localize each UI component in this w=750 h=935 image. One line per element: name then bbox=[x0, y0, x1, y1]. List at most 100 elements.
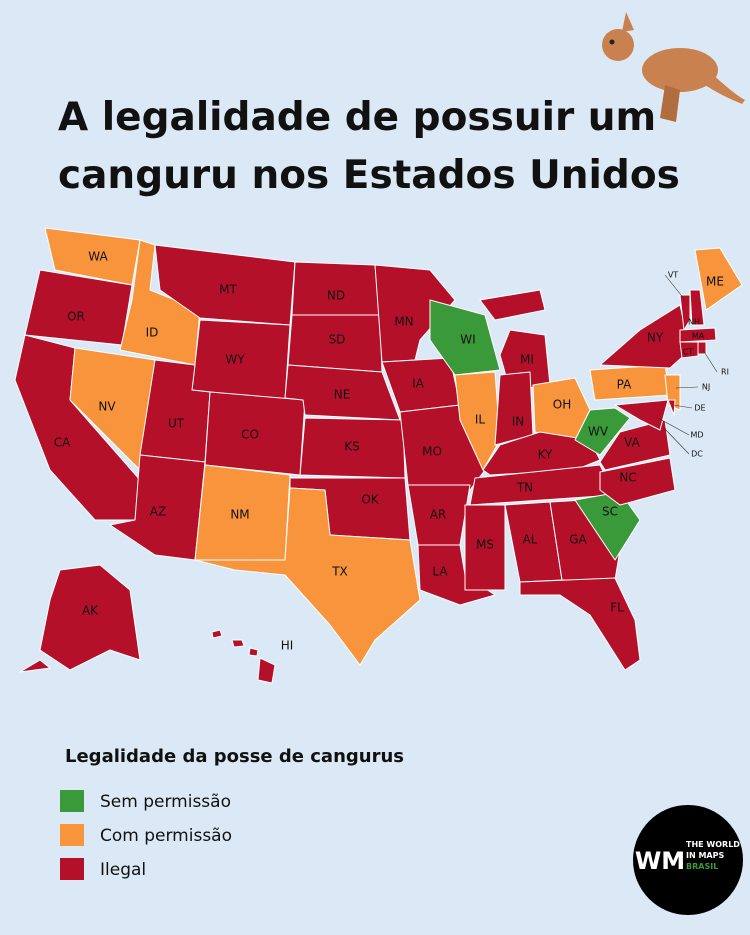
leader-line bbox=[675, 386, 699, 389]
state-shape bbox=[194, 487, 421, 666]
legend-swatch bbox=[60, 824, 84, 846]
state-label: WY bbox=[225, 353, 245, 367]
state-shape bbox=[39, 564, 141, 671]
state-label: SD bbox=[329, 333, 346, 347]
legend-swatch bbox=[60, 858, 84, 880]
state-label: AZ bbox=[150, 505, 166, 519]
logo-text: THE WORLD bbox=[686, 840, 740, 849]
state-shape bbox=[614, 399, 669, 431]
logo-mark: WM bbox=[635, 847, 685, 875]
state-label: NE bbox=[334, 388, 351, 402]
state-label: AL bbox=[523, 533, 538, 547]
state-label: DC bbox=[691, 450, 703, 459]
state-shape bbox=[464, 504, 506, 591]
leader-line bbox=[657, 417, 690, 436]
state-shape bbox=[257, 657, 276, 684]
state-label: NV bbox=[98, 400, 116, 414]
state-label: OR bbox=[67, 310, 85, 324]
state-label: MT bbox=[219, 283, 237, 297]
state-label: AK bbox=[82, 604, 99, 618]
state-shape bbox=[429, 299, 501, 376]
leader-line bbox=[672, 404, 693, 409]
state-label: MN bbox=[394, 315, 413, 329]
state-shape bbox=[494, 371, 534, 446]
state-label: MO bbox=[422, 445, 442, 459]
state-label: CO bbox=[241, 428, 259, 442]
state-shape bbox=[109, 454, 206, 561]
state-label: KS bbox=[344, 440, 360, 454]
state-label: NH bbox=[688, 318, 700, 327]
state-label: WV bbox=[588, 425, 609, 439]
title-line: A legalidade de possuir um bbox=[58, 95, 656, 140]
state-shape bbox=[697, 341, 707, 355]
state-label: VT bbox=[668, 271, 678, 280]
state-shape bbox=[689, 289, 705, 326]
logo-text: BRASIL bbox=[686, 862, 718, 871]
state-shape bbox=[248, 647, 259, 657]
state-shape bbox=[454, 371, 501, 471]
state-label: SC bbox=[602, 505, 618, 519]
state-label: ID bbox=[146, 326, 159, 340]
state-label: OH bbox=[553, 398, 571, 412]
state-shape bbox=[479, 289, 546, 321]
legend-title: Legalidade da posse de cangurus bbox=[65, 746, 404, 767]
legend-label: Sem permissão bbox=[100, 792, 231, 812]
state-shape bbox=[211, 629, 223, 639]
state-label: UT bbox=[168, 417, 185, 431]
state-label: MS bbox=[476, 538, 494, 552]
state-label: MD bbox=[690, 431, 703, 440]
state-label: MI bbox=[520, 353, 534, 367]
state-label: CT bbox=[683, 348, 694, 357]
state-label: LA bbox=[432, 565, 448, 579]
state-label: WA bbox=[88, 250, 108, 264]
state-label: IL bbox=[475, 413, 486, 427]
state-label: NJ bbox=[702, 383, 710, 392]
state-label: DE bbox=[694, 404, 705, 413]
legend-swatch bbox=[60, 790, 84, 812]
legend: Sem permissão Com permissão Ilegal bbox=[60, 790, 232, 880]
state-shape bbox=[574, 491, 641, 561]
state-shape bbox=[599, 457, 676, 506]
state-label: MA bbox=[692, 332, 705, 341]
state-shape bbox=[679, 294, 691, 331]
state-shape bbox=[284, 364, 401, 421]
state-label: CA bbox=[54, 436, 71, 450]
state-shape bbox=[694, 247, 743, 311]
legend-label: Ilegal bbox=[100, 860, 146, 880]
leader-line bbox=[663, 427, 690, 455]
state-label: NY bbox=[647, 331, 664, 345]
states: WA OR CA NV ID MT WY UT CO AZ NM ND SD NE KS OK TX MN IA MO… bbox=[14, 227, 743, 684]
kangaroo-icon bbox=[602, 12, 745, 122]
state-shape bbox=[231, 639, 245, 648]
state-label: ME bbox=[706, 275, 724, 289]
state-label: PA bbox=[617, 378, 632, 392]
state-shape bbox=[679, 327, 717, 343]
state-label: TX bbox=[331, 565, 348, 579]
state-label: OK bbox=[361, 493, 379, 507]
state-label: IA bbox=[412, 377, 425, 391]
state-label: HI bbox=[281, 639, 294, 653]
state-label: RI bbox=[721, 368, 729, 377]
state-label: KY bbox=[538, 448, 553, 462]
title-line: canguru nos Estados Unidos bbox=[58, 153, 680, 198]
state-shape bbox=[599, 419, 671, 471]
state-label: NM bbox=[230, 508, 249, 522]
state-shape bbox=[519, 577, 641, 671]
state-label: VA bbox=[624, 436, 640, 450]
leader-line bbox=[664, 274, 686, 301]
logo: WM THE WORLD IN MAPS BRASIL bbox=[633, 805, 743, 915]
logo-text: IN MAPS bbox=[686, 851, 724, 860]
state-label: NC bbox=[619, 471, 636, 485]
state-shape bbox=[574, 407, 631, 456]
state-shape bbox=[19, 659, 51, 673]
state-label: TN bbox=[516, 481, 533, 495]
state-shape bbox=[679, 341, 699, 359]
legend-label: Com permissão bbox=[100, 826, 232, 846]
state-label: ND bbox=[327, 289, 345, 303]
state-shape bbox=[154, 244, 296, 326]
state-label: WI bbox=[460, 333, 475, 347]
state-label: FL bbox=[610, 601, 624, 615]
state-label: AR bbox=[430, 508, 447, 522]
state-label: IN bbox=[512, 415, 525, 429]
